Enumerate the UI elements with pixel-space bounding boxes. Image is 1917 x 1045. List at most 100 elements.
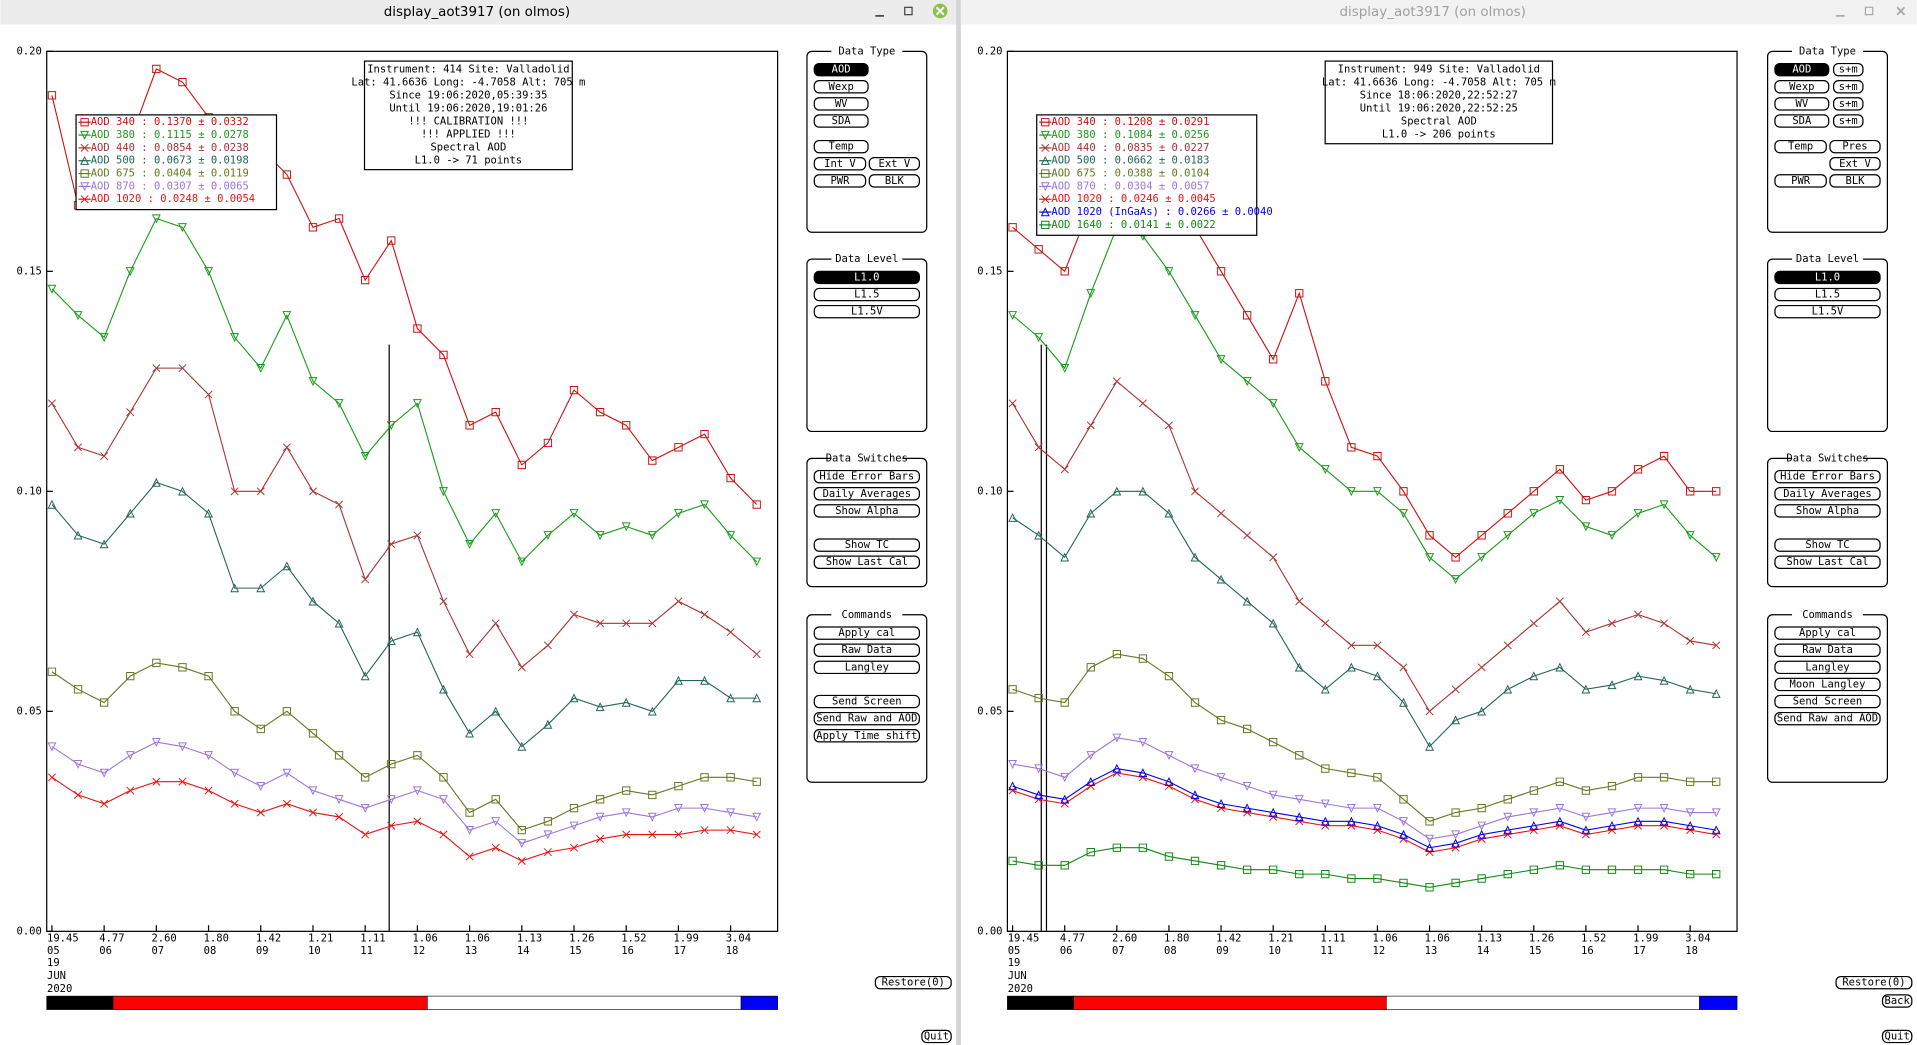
button-label[interactable]: L1.5 <box>854 289 879 301</box>
button[interactable] <box>1774 270 1881 285</box>
button[interactable] <box>813 729 921 743</box>
button[interactable] <box>1829 157 1881 171</box>
button-label[interactable]: L1.5V <box>1812 306 1844 318</box>
button-label[interactable]: Daily Averages <box>823 488 912 500</box>
button-label[interactable]: Temp <box>1788 141 1813 153</box>
button-label[interactable]: AOD <box>1792 64 1811 76</box>
button[interactable] <box>1774 694 1881 709</box>
button[interactable] <box>813 304 921 319</box>
button-label[interactable]: SDA <box>1792 115 1812 127</box>
button[interactable] <box>813 157 867 171</box>
button-label[interactable]: s+m <box>1839 81 1858 93</box>
button-label[interactable]: Restore(0) <box>1842 977 1905 989</box>
button-label[interactable]: Apply cal <box>1799 627 1856 639</box>
button[interactable] <box>874 975 952 990</box>
button-label[interactable]: Show Alpha <box>1796 505 1859 517</box>
button[interactable] <box>813 469 921 484</box>
button-label[interactable]: WV <box>1796 98 1809 110</box>
button-label[interactable]: Show Alpha <box>835 505 898 517</box>
button-label[interactable]: L1.5V <box>851 306 883 318</box>
button[interactable] <box>921 1029 952 1044</box>
close[interactable] <box>1896 6 1906 16</box>
button-label[interactable]: Raw Data <box>842 644 893 656</box>
button-label[interactable]: s+m <box>1839 64 1858 76</box>
button-label[interactable]: Wexp <box>1789 81 1814 93</box>
button-label[interactable]: Raw Data <box>1802 644 1853 656</box>
button[interactable] <box>813 114 869 128</box>
button-label[interactable]: Hide Error Bars <box>819 471 914 483</box>
button[interactable] <box>1774 711 1881 726</box>
maximize[interactable] <box>904 6 913 16</box>
button[interactable] <box>813 538 921 552</box>
button-label[interactable]: L1.5 <box>1815 289 1840 301</box>
button-label[interactable]: Send Raw and AOD <box>816 713 917 725</box>
button[interactable] <box>1774 139 1827 154</box>
button[interactable] <box>813 287 921 302</box>
button[interactable] <box>1774 97 1830 111</box>
button-label[interactable]: L1.0 <box>1815 271 1840 283</box>
button-label[interactable]: BLK <box>885 175 905 187</box>
button-label[interactable]: Send Screen <box>1793 696 1863 708</box>
button[interactable] <box>813 80 869 94</box>
button[interactable] <box>1774 643 1881 657</box>
button[interactable] <box>813 555 921 569</box>
button-label[interactable]: Show TC <box>1805 539 1849 551</box>
button-label[interactable]: Apply cal <box>838 627 895 639</box>
button-label[interactable]: AOD <box>832 64 851 76</box>
button-label[interactable]: BLK <box>1846 175 1866 187</box>
button[interactable] <box>813 174 867 188</box>
button[interactable] <box>813 626 921 640</box>
maximize[interactable] <box>1864 6 1874 16</box>
button-label[interactable]: PWR <box>830 175 850 187</box>
button[interactable] <box>813 139 869 154</box>
button[interactable] <box>813 643 921 657</box>
button-label[interactable]: Pres <box>1842 141 1867 153</box>
button-label[interactable]: Temp <box>829 141 854 153</box>
button-label[interactable]: Moon Langley <box>1790 678 1866 690</box>
button-label[interactable]: Int V <box>824 158 856 170</box>
button[interactable] <box>1829 174 1881 188</box>
button[interactable] <box>1833 80 1864 94</box>
button[interactable] <box>813 270 921 285</box>
button-label[interactable]: Show Last Cal <box>826 556 908 568</box>
button-label[interactable]: SDA <box>832 115 852 127</box>
button[interactable] <box>1774 174 1827 188</box>
button[interactable] <box>1774 469 1881 484</box>
button-label[interactable]: Show Last Cal <box>1786 556 1868 568</box>
button[interactable] <box>1833 114 1864 128</box>
button[interactable] <box>813 504 921 518</box>
button[interactable] <box>1774 504 1881 518</box>
button[interactable] <box>1774 62 1830 77</box>
button-label[interactable]: PWR <box>1791 175 1811 187</box>
button-label[interactable]: Ext V <box>879 158 911 170</box>
button-label[interactable]: Quit <box>924 1030 949 1042</box>
button[interactable] <box>1833 62 1864 77</box>
button[interactable] <box>1881 1029 1913 1044</box>
button[interactable] <box>1774 287 1881 302</box>
button[interactable] <box>1774 660 1881 675</box>
button-label[interactable]: Wexp <box>829 81 854 93</box>
button[interactable] <box>813 694 921 709</box>
button-label[interactable]: Show TC <box>845 539 889 551</box>
button[interactable] <box>1774 555 1881 569</box>
window-controls[interactable] <box>875 3 1906 19</box>
button[interactable] <box>813 97 869 111</box>
button-label[interactable]: Hide Error Bars <box>1780 471 1875 483</box>
button-label[interactable]: Langley <box>1805 661 1849 673</box>
button[interactable] <box>813 711 921 726</box>
button[interactable] <box>1774 304 1881 319</box>
button[interactable] <box>1881 994 1913 1008</box>
button[interactable] <box>868 174 921 188</box>
button-label[interactable]: Back <box>1885 995 1911 1007</box>
button[interactable] <box>868 157 921 171</box>
button[interactable] <box>1774 626 1881 640</box>
button-label[interactable]: Restore(0) <box>882 977 945 989</box>
button-label[interactable]: Send Screen <box>832 696 902 708</box>
button-label[interactable]: Langley <box>845 661 889 673</box>
button[interactable] <box>1774 114 1830 128</box>
button-label[interactable]: Send Raw and AOD <box>1777 713 1878 725</box>
button[interactable] <box>1833 97 1864 111</box>
button[interactable] <box>813 62 869 77</box>
button[interactable] <box>1829 139 1881 154</box>
button-label[interactable]: L1.0 <box>854 271 879 283</box>
